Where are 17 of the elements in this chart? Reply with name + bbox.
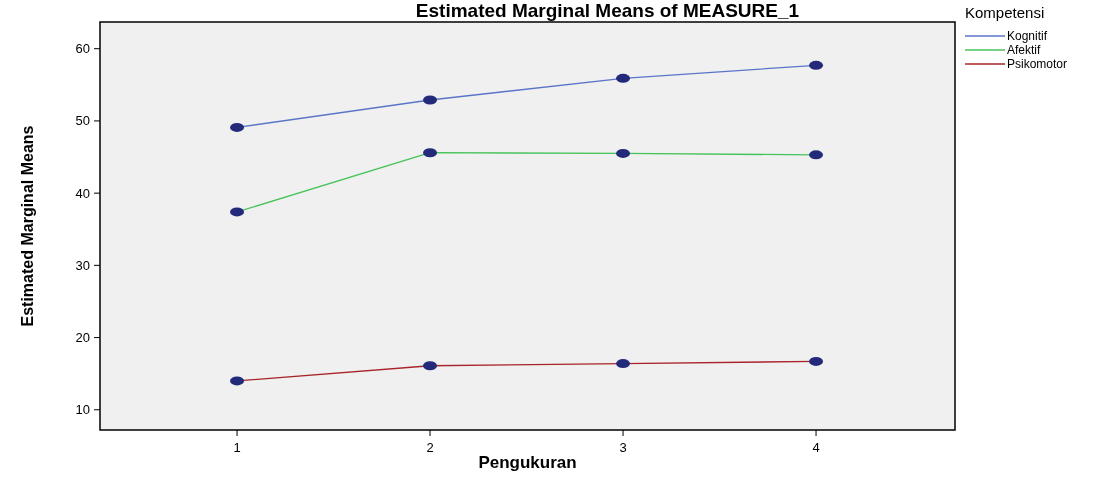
y-tick-label: 30 xyxy=(75,257,90,273)
y-tick-label: 50 xyxy=(75,113,90,129)
y-tick-label: 10 xyxy=(75,402,90,418)
x-tick-label: 2 xyxy=(426,440,434,455)
y-tick-label: 60 xyxy=(75,41,90,57)
legend-title: Kompetensi xyxy=(965,4,1045,21)
x-tick-label: 4 xyxy=(812,440,820,455)
legend-label: Kognitif xyxy=(1007,29,1048,44)
x-tick-label: 3 xyxy=(619,440,627,455)
chart-title: Estimated Marginal Means of MEASURE_1 xyxy=(415,0,800,21)
y-tick-label: 20 xyxy=(75,330,90,346)
legend-label: Afektif xyxy=(1007,43,1042,58)
x-tick-label: 1 xyxy=(233,440,241,455)
legend-label: Psikomotor xyxy=(1007,57,1068,72)
x-axis-title: Pengukuran xyxy=(478,453,577,472)
y-axis-title: Estimated Marginal Means xyxy=(19,125,36,327)
y-tick-label: 40 xyxy=(75,185,90,201)
